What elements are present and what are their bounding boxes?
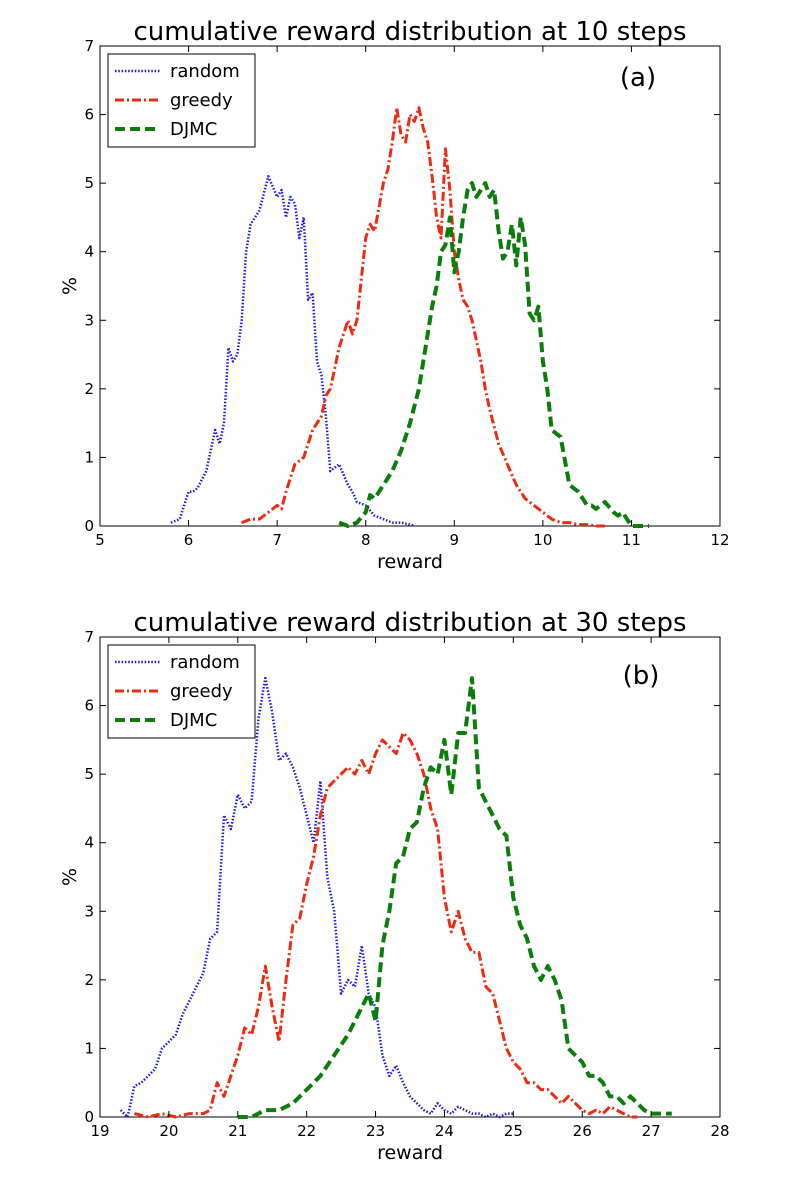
legend-entry-random: random bbox=[115, 652, 240, 673]
y-tick-label: 4 bbox=[84, 243, 94, 261]
y-tick-label: 4 bbox=[84, 834, 94, 852]
y-tick-label: 1 bbox=[84, 1039, 94, 1057]
x-axis-label: reward bbox=[377, 1142, 443, 1164]
x-tick-label: 23 bbox=[366, 1122, 385, 1140]
legend-label-greedy: greedy bbox=[170, 90, 233, 111]
panel-label: (a) bbox=[620, 63, 656, 93]
y-tick-label: 2 bbox=[84, 380, 94, 398]
x-tick-label: 27 bbox=[642, 1122, 661, 1140]
chart-title: cumulative reward distribution at 10 ste… bbox=[133, 17, 686, 47]
x-tick-label: 26 bbox=[573, 1122, 592, 1140]
y-axis-label: % bbox=[59, 277, 81, 295]
legend-label-djmc: DJMC bbox=[170, 710, 217, 731]
legend-label-greedy: greedy bbox=[170, 681, 233, 702]
legend: random greedy DJMC bbox=[107, 644, 256, 739]
x-tick-label: 8 bbox=[361, 531, 371, 549]
series-line-djmc bbox=[338, 181, 650, 528]
legend-entry-djmc: DJMC bbox=[115, 710, 217, 731]
x-tick-label: 28 bbox=[710, 1122, 729, 1140]
series-line-greedy bbox=[241, 106, 605, 528]
y-tick-label: 7 bbox=[84, 628, 94, 646]
series-line-random bbox=[119, 676, 514, 1119]
legend-label-random: random bbox=[170, 652, 240, 673]
legend-label-djmc: DJMC bbox=[170, 119, 217, 140]
y-tick-label: 2 bbox=[84, 971, 94, 989]
y-tick-label: 3 bbox=[84, 311, 94, 329]
x-tick-label: 24 bbox=[435, 1122, 454, 1140]
legend-entry-greedy: greedy bbox=[115, 90, 233, 111]
legend-label-random: random bbox=[170, 61, 240, 82]
y-tick-label: 6 bbox=[84, 106, 94, 124]
legend-entry-djmc: DJMC bbox=[115, 119, 217, 140]
y-tick-label: 5 bbox=[84, 174, 94, 192]
chart-title: cumulative reward distribution at 30 ste… bbox=[133, 608, 686, 638]
x-tick-label: 11 bbox=[622, 531, 641, 549]
plot-frame bbox=[99, 45, 721, 527]
plot-frame bbox=[99, 636, 721, 1118]
x-tick-label: 9 bbox=[450, 531, 460, 549]
y-tick-label: 0 bbox=[84, 517, 94, 535]
series-line-djmc bbox=[237, 676, 672, 1119]
legend-entry-greedy: greedy bbox=[115, 681, 233, 702]
x-axis-label: reward bbox=[377, 551, 443, 573]
y-tick-label: 0 bbox=[84, 1108, 94, 1126]
x-tick-label: 21 bbox=[228, 1122, 247, 1140]
legend: random greedy DJMC bbox=[107, 53, 256, 148]
chart-panel-a: cumulative reward distribution at 10 ste… bbox=[59, 17, 730, 573]
x-tick-label: 7 bbox=[272, 531, 282, 549]
panel-label: (b) bbox=[623, 661, 660, 691]
series-line-random bbox=[170, 175, 415, 528]
x-tick-label: 19 bbox=[90, 1122, 109, 1140]
x-tick-label: 12 bbox=[710, 531, 729, 549]
legend-entry-random: random bbox=[115, 61, 240, 82]
series-layer bbox=[170, 106, 650, 528]
x-tick-label: 5 bbox=[95, 531, 105, 549]
series-layer bbox=[119, 676, 672, 1119]
x-tick-label: 10 bbox=[533, 531, 552, 549]
y-tick-label: 5 bbox=[84, 765, 94, 783]
y-tick-label: 6 bbox=[84, 697, 94, 715]
x-tick-label: 22 bbox=[297, 1122, 316, 1140]
chart-panel-b: cumulative reward distribution at 30 ste… bbox=[59, 608, 730, 1164]
x-tick-label: 6 bbox=[184, 531, 194, 549]
y-axis-label: % bbox=[59, 868, 81, 886]
x-tick-label: 20 bbox=[159, 1122, 178, 1140]
y-tick-label: 1 bbox=[84, 448, 94, 466]
x-tick-label: 25 bbox=[504, 1122, 523, 1140]
y-tick-label: 7 bbox=[84, 37, 94, 55]
y-tick-label: 3 bbox=[84, 902, 94, 920]
